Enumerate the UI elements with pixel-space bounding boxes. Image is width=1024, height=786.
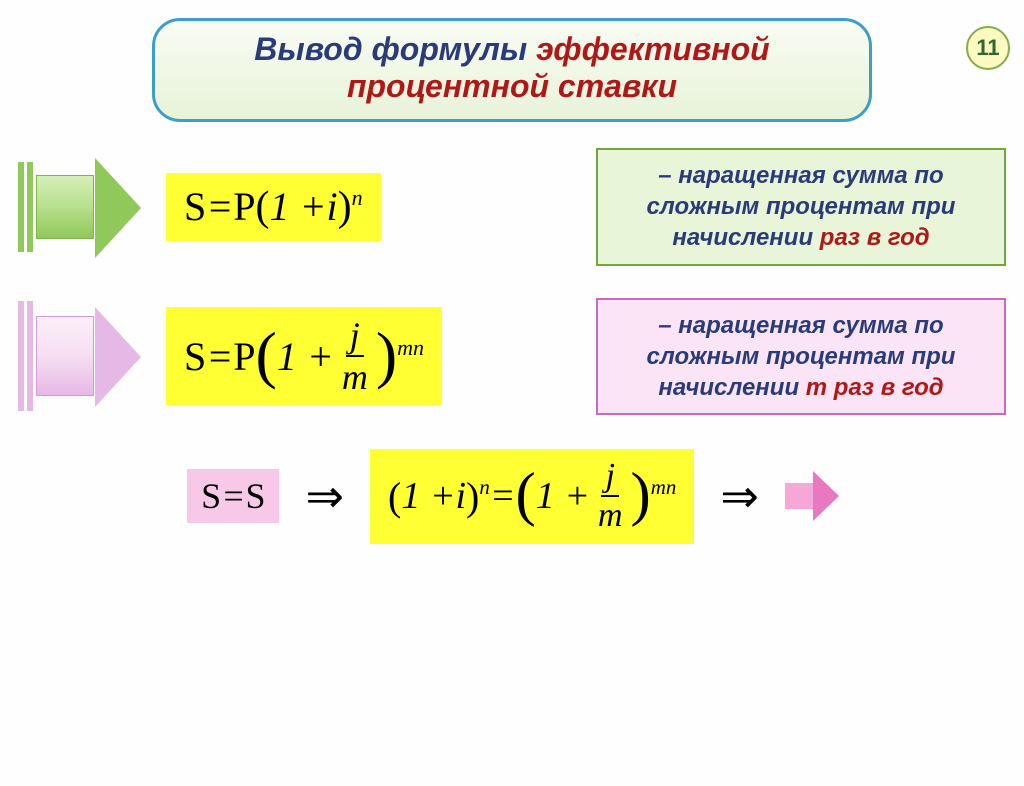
equality-expanded: (1 + i)n = (1 + jm)mn [370,449,694,543]
desc2-highlight: m раз в год [806,374,944,401]
desc2-prefix: – наращенная сумма по сложным процентам … [647,312,956,370]
row-formula-1: S = P(1 + i)n – наращенная сумма по слож… [0,148,1024,266]
title-line2-red: процентной ставки [347,68,677,104]
formula-compound-annual: S = P(1 + i)n [166,173,381,241]
title-line1-red: эффективной [536,31,770,67]
page-number: 11 [976,35,999,61]
page-number-badge: 11 [966,26,1010,70]
row-derivation: S = S ⇒ (1 + i)n = (1 + jm)mn ⇒ [0,449,1024,543]
desc-compound-m-times: – наращенная сумма по сложным процентам … [596,298,1006,416]
arrow-pink [18,301,94,411]
implies-1: ⇒ [301,469,348,523]
implies-2: ⇒ [716,469,763,523]
desc2-mid: начислении [658,374,805,401]
desc-compound-annual: – наращенная сумма по сложным процентам … [596,148,1006,266]
arrow-pink-small [785,471,837,521]
row-formula-2: S = P( 1 + jm)mn – наращенная сумма по с… [0,298,1024,416]
desc1-highlight: раз в год [820,224,930,251]
formula-compound-m-times: S = P( 1 + jm)mn [166,307,442,405]
title-line1-plain: Вывод формулы [254,31,536,67]
equality-s-s: S = S [187,469,279,523]
slide-title: Вывод формулы эффективной процентной ста… [152,18,872,122]
arrow-green [18,162,94,252]
